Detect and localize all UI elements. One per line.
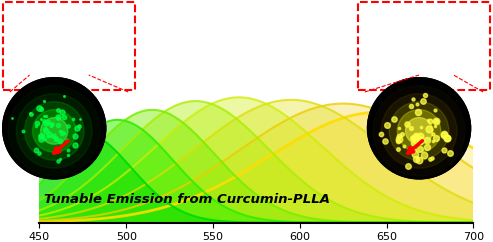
FancyBboxPatch shape [358,2,490,90]
Circle shape [405,118,433,144]
Circle shape [40,118,68,144]
Circle shape [8,86,101,176]
Text: Tunable Emission from Curcumin-PLLA: Tunable Emission from Curcumin-PLLA [44,193,330,206]
Circle shape [3,78,106,179]
Circle shape [381,94,457,168]
Circle shape [33,110,76,152]
Circle shape [24,102,84,160]
FancyBboxPatch shape [3,2,135,90]
Circle shape [367,78,470,179]
Circle shape [373,86,465,176]
Circle shape [16,94,92,168]
Circle shape [397,110,441,152]
Circle shape [389,102,449,160]
